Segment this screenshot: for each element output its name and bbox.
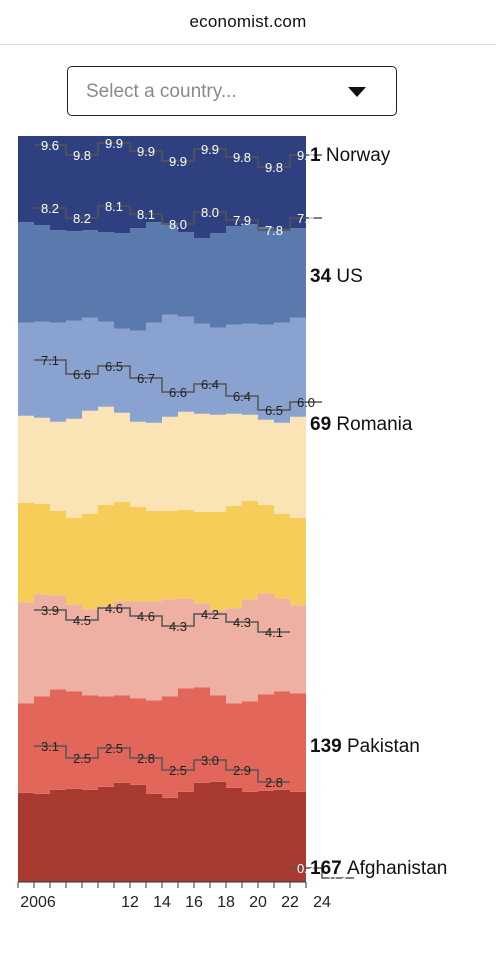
value-label: 0.3 — [329, 871, 347, 886]
band-5 — [18, 314, 306, 423]
band-6 — [18, 222, 306, 331]
value-label: 8.2 — [41, 201, 59, 216]
chart-country-labels: 1 Norway 34 US 69 Romania 139 Pakistan 167 A… — [310, 145, 447, 879]
x-tick-label: 22 — [281, 894, 299, 911]
value-label: 2.5 — [169, 763, 187, 778]
value-label: 4.2 — [201, 607, 219, 622]
value-label: 8.1 — [105, 199, 123, 214]
value-label: 7.9 — [233, 213, 251, 228]
site-domain: economist.com — [189, 12, 307, 31]
value-label: 7.8 — [265, 223, 283, 238]
value-label: 8.0 — [169, 217, 187, 232]
democracy-index-chart: 9.6 9.8 9.9 9.9 9.9 9.9 9.8 9.8 9.8 8.2 8.2 8.1 8.1 8… — [17, 136, 447, 911]
x-tick-label: 12 — [121, 894, 139, 911]
value-label: 6.0 — [297, 395, 315, 410]
value-label: 0.3 — [297, 861, 315, 876]
value-label: 9.9 — [169, 154, 187, 169]
value-label: 3.1 — [41, 739, 59, 754]
value-label: 8.1 — [137, 207, 155, 222]
value-label: 2.5 — [105, 741, 123, 756]
value-label: 6.6 — [169, 385, 187, 400]
band-1 — [18, 687, 306, 798]
value-label: 2.8 — [265, 775, 283, 790]
x-tick-label: 24 — [313, 894, 331, 911]
chart-x-axis: 2006 12 14 16 18 20 22 24 — [17, 881, 331, 911]
value-label: 6.5 — [265, 403, 283, 418]
country-label-pakistan: 139 Pakistan — [310, 736, 420, 757]
country-select[interactable]: Select a country... — [67, 66, 397, 116]
value-label: 6.6 — [73, 367, 91, 382]
value-label: 9.9 — [105, 136, 123, 151]
value-label: 3.9 — [41, 603, 59, 618]
rank-line — [290, 867, 354, 879]
value-label: 6.4 — [233, 389, 251, 404]
chart-value-labels: 9.6 9.8 9.9 9.9 9.9 9.9 9.8 9.8 9.8 8.2 8.2 8.1 8.1 8… — [41, 136, 347, 886]
value-label: 4.3 — [169, 619, 187, 634]
value-label: 8.2 — [73, 211, 91, 226]
value-label: 4.6 — [105, 601, 123, 616]
rank-line — [34, 205, 322, 231]
value-label: 6.4 — [201, 377, 219, 392]
country-label-norway: 1 Norway — [310, 145, 391, 166]
value-label: 9.8 — [297, 148, 315, 163]
value-label: 6.5 — [105, 359, 123, 374]
value-label: 9.6 — [41, 138, 59, 153]
band-3 — [18, 501, 306, 611]
value-label: 3.0 — [201, 753, 219, 768]
x-tick-label: 2006 — [20, 894, 56, 911]
rank-line — [34, 607, 290, 633]
value-label: 9.8 — [233, 150, 251, 165]
value-label: 4.6 — [137, 609, 155, 624]
site-header: economist.com — [0, 0, 496, 45]
x-tick-label: 18 — [217, 894, 235, 911]
value-label: 2.5 — [73, 751, 91, 766]
value-label: 4.1 — [265, 625, 283, 640]
value-label: 9.8 — [73, 148, 91, 163]
value-label: 9.8 — [265, 160, 283, 175]
country-label-romania: 69 Romania — [310, 414, 413, 435]
chart-rank-lines — [34, 142, 354, 879]
band-4 — [18, 406, 306, 518]
rank-line — [34, 142, 322, 168]
x-tick-label: 20 — [249, 894, 267, 911]
band-7 — [18, 136, 306, 239]
value-label: 7.8 — [297, 211, 315, 226]
country-select-placeholder: Select a country... — [86, 81, 237, 102]
value-label: 4.3 — [233, 615, 251, 630]
value-label: 2.9 — [233, 763, 251, 778]
value-label: 7.1 — [41, 353, 59, 368]
value-label: 2.8 — [137, 751, 155, 766]
value-label: 8.0 — [201, 205, 219, 220]
country-label-us: 34 US — [310, 266, 363, 287]
value-label: 9.9 — [137, 144, 155, 159]
x-tick-label: 14 — [153, 894, 171, 911]
rank-line — [34, 359, 322, 411]
rank-line — [34, 745, 290, 783]
country-label-afghanistan: 167 Afghanistan — [310, 858, 447, 879]
band-0 — [18, 781, 306, 882]
value-label: 6.7 — [137, 371, 155, 386]
x-tick-label: 16 — [185, 894, 203, 911]
value-label: 4.5 — [73, 613, 91, 628]
value-label: 9.9 — [201, 142, 219, 157]
chevron-down-icon — [348, 87, 366, 97]
band-2 — [18, 593, 306, 704]
